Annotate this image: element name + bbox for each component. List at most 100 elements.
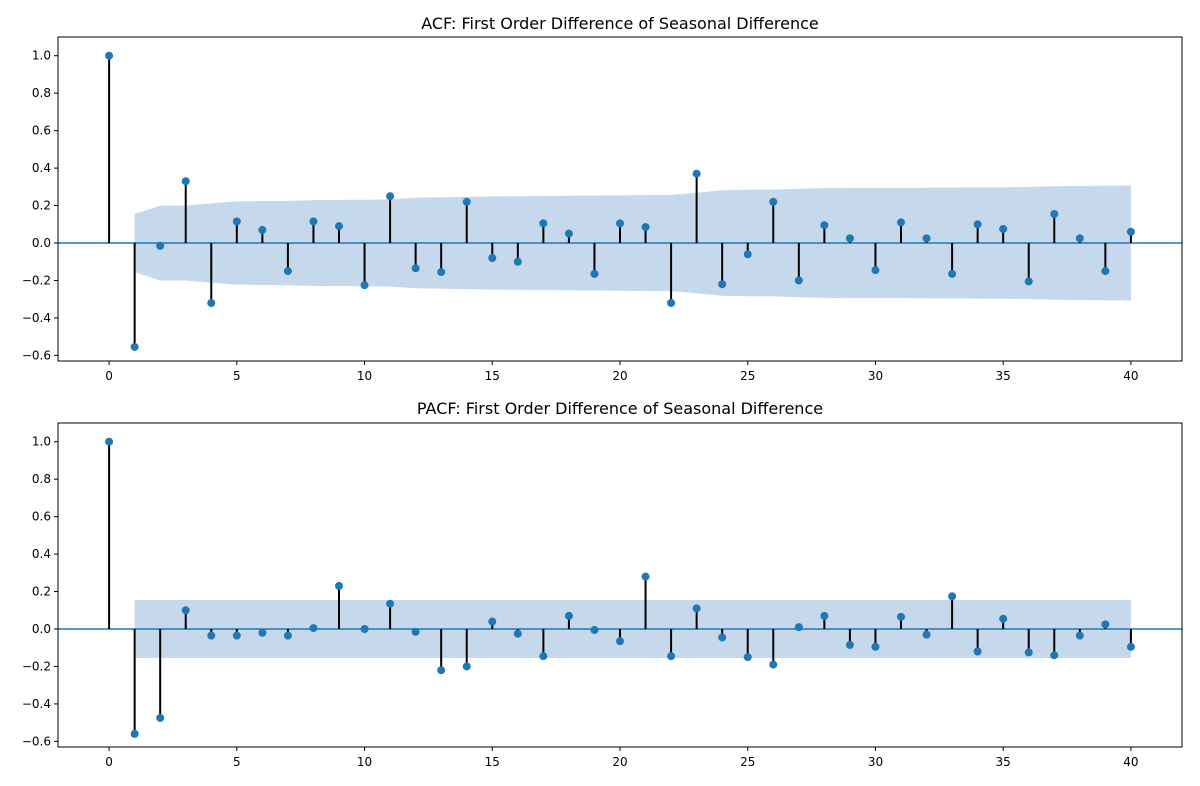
acf-marker-lag-10 xyxy=(360,281,369,290)
pacf-marker-lag-36 xyxy=(1024,648,1033,657)
pacf-marker-lag-3 xyxy=(181,606,190,615)
pacf-marker-lag-31 xyxy=(897,612,905,621)
pacf-marker-lag-25 xyxy=(743,653,752,662)
pacf-marker-lag-28 xyxy=(820,611,829,620)
pacf-ytick-label: 0.2 xyxy=(32,585,51,599)
acf-marker-lag-8 xyxy=(309,217,318,226)
acf-marker-lag-18 xyxy=(564,229,573,238)
pacf-marker-lag-17 xyxy=(539,652,548,661)
acf-marker-lag-39 xyxy=(1101,267,1110,276)
acf-marker-lag-30 xyxy=(871,266,880,275)
pacf-xtick-label: 15 xyxy=(485,755,500,769)
acf-marker-lag-24 xyxy=(718,280,727,289)
acf-marker-lag-5 xyxy=(232,217,241,226)
pacf-marker-lag-5 xyxy=(232,631,241,640)
acf-marker-lag-11 xyxy=(386,192,395,201)
pacf-marker-lag-0 xyxy=(105,437,114,446)
acf-xtick-label: 40 xyxy=(1123,369,1138,383)
pacf-axes-frame xyxy=(57,422,1183,748)
acf-marker-lag-20 xyxy=(616,219,624,228)
acf-panel: ACF: First Order Difference of Seasonal … xyxy=(22,14,1183,383)
acf-marker-lag-2 xyxy=(156,241,165,250)
pacf-ytick-label: −0.4 xyxy=(22,697,51,711)
acf-marker-lag-27 xyxy=(794,276,803,285)
acf-ytick-label: 1.0 xyxy=(32,49,51,63)
pacf-marker-lag-35 xyxy=(999,614,1008,623)
acf-marker-lag-29 xyxy=(845,234,854,243)
pacf-xtick-label: 40 xyxy=(1123,755,1138,769)
acf-marker-lag-0 xyxy=(105,51,114,60)
pacf-marker-lag-26 xyxy=(769,660,778,669)
pacf-marker-lag-7 xyxy=(283,631,292,640)
pacf-ytick-label: −0.2 xyxy=(22,659,51,673)
pacf-marker-lag-22 xyxy=(667,652,676,661)
pacf-marker-lag-37 xyxy=(1050,651,1059,660)
acf-xtick-label: 25 xyxy=(740,369,755,383)
acf-ytick-label: 0.4 xyxy=(32,161,51,175)
pacf-marker-lag-39 xyxy=(1101,620,1110,629)
pacf-marker-lag-9 xyxy=(335,581,343,590)
pacf-ytick-label: 0.0 xyxy=(32,622,51,636)
pacf-ytick-label: 1.0 xyxy=(32,435,51,449)
acf-marker-lag-17 xyxy=(539,219,548,228)
pacf-ytick-label: −0.6 xyxy=(22,734,51,748)
pacf-marker-lag-18 xyxy=(564,611,573,620)
pacf-marker-lag-23 xyxy=(692,604,701,613)
acf-marker-lag-34 xyxy=(973,220,982,229)
acf-marker-lag-9 xyxy=(335,222,343,231)
acf-ytick-label: 0.0 xyxy=(32,236,51,250)
acf-marker-lag-26 xyxy=(769,197,778,206)
acf-marker-lag-7 xyxy=(283,267,292,276)
acf-ytick-label: −0.4 xyxy=(22,311,51,325)
pacf-marker-lag-27 xyxy=(794,623,803,632)
pacf-marker-lag-19 xyxy=(590,625,599,634)
pacf-marker-lag-38 xyxy=(1075,631,1084,640)
acf-marker-lag-37 xyxy=(1050,209,1059,218)
acf-xtick-label: 0 xyxy=(105,369,113,383)
pacf-marker-lag-4 xyxy=(207,631,216,640)
pacf-xtick-label: 25 xyxy=(740,755,755,769)
acf-marker-lag-38 xyxy=(1075,234,1084,243)
pacf-marker-lag-33 xyxy=(948,592,957,601)
acf-marker-lag-25 xyxy=(743,250,752,259)
acf-marker-lag-16 xyxy=(513,257,522,266)
acf-ytick-label: 0.6 xyxy=(32,124,51,138)
pacf-marker-lag-10 xyxy=(360,625,369,634)
pacf-marker-lag-29 xyxy=(845,640,854,649)
acf-marker-lag-4 xyxy=(207,298,216,307)
pacf-ytick-label: 0.8 xyxy=(32,472,51,486)
acf-xtick-label: 30 xyxy=(868,369,883,383)
pacf-marker-lag-16 xyxy=(513,629,522,638)
pacf-marker-lag-32 xyxy=(922,630,931,639)
acf-marker-lag-6 xyxy=(258,225,267,234)
pacf-chart-title: PACF: First Order Difference of Seasonal… xyxy=(417,399,823,418)
pacf-marker-lag-15 xyxy=(488,617,497,626)
acf-marker-lag-22 xyxy=(667,298,676,307)
acf-marker-lag-28 xyxy=(820,221,829,230)
acf-ytick-label: 0.8 xyxy=(32,86,51,100)
acf-marker-lag-23 xyxy=(692,169,701,178)
acf-marker-lag-14 xyxy=(462,197,471,206)
acf-ytick-label: −0.6 xyxy=(22,348,51,362)
acf-marker-lag-12 xyxy=(411,264,420,273)
pacf-ytick-label: 0.6 xyxy=(32,510,51,524)
acf-marker-lag-15 xyxy=(488,253,497,262)
pacf-xtick-label: 10 xyxy=(357,755,372,769)
acf-marker-lag-36 xyxy=(1024,277,1033,286)
pacf-xtick-label: 5 xyxy=(233,755,241,769)
acf-ytick-label: 0.2 xyxy=(32,199,51,213)
acf-chart-title: ACF: First Order Difference of Seasonal … xyxy=(421,14,819,33)
pacf-marker-lag-1 xyxy=(130,729,139,738)
acf-xtick-label: 20 xyxy=(612,369,627,383)
acf-marker-lag-13 xyxy=(437,268,446,277)
acf-marker-lag-32 xyxy=(922,234,931,243)
acf-marker-lag-3 xyxy=(181,177,190,186)
acf-marker-lag-33 xyxy=(948,269,957,278)
pacf-marker-lag-13 xyxy=(437,666,446,675)
acf-ytick-label: −0.2 xyxy=(22,273,51,287)
acf-marker-lag-40 xyxy=(1126,227,1135,236)
acf-marker-lag-19 xyxy=(590,269,599,278)
pacf-panel: PACF: First Order Difference of Seasonal… xyxy=(22,399,1183,769)
acf-marker-lag-31 xyxy=(897,218,905,227)
acf-xtick-label: 10 xyxy=(357,369,372,383)
